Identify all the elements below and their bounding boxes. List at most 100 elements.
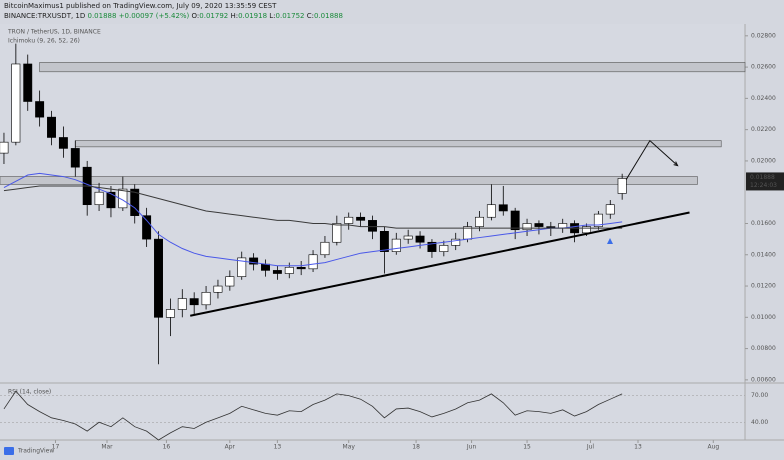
candle-body xyxy=(475,216,484,227)
candle-body xyxy=(94,191,104,206)
candle-body xyxy=(296,266,306,270)
y-tick-label: 0.00600 xyxy=(751,376,776,383)
candle-body xyxy=(213,285,223,293)
y-tick-label: 0.01400 xyxy=(751,251,776,258)
ohlc-label: C: xyxy=(307,12,314,20)
candle-body xyxy=(189,298,199,306)
moving-average xyxy=(3,185,623,229)
candle-body xyxy=(11,63,21,143)
candle-body xyxy=(593,213,603,227)
candle-body xyxy=(368,220,377,232)
rsi-title: RSI (14, close) xyxy=(8,389,51,396)
candle-body xyxy=(118,188,128,209)
arrow-head xyxy=(673,161,679,167)
candle-body xyxy=(486,204,496,218)
x-tick-label: 13 xyxy=(274,444,282,451)
x-tick-label: 16 xyxy=(163,444,171,451)
footer-brand: TradingView xyxy=(17,448,54,455)
candle-body xyxy=(249,257,259,265)
candle-body xyxy=(427,241,437,252)
candle-body xyxy=(403,235,413,240)
y-tick-label: 0.02000 xyxy=(751,157,776,164)
x-tick-label: Mar xyxy=(101,444,113,451)
candle-body xyxy=(23,63,33,102)
x-tick-label: Jul xyxy=(586,444,595,451)
candle-body xyxy=(308,254,318,270)
ohlc-value: 0.01918 xyxy=(238,12,267,20)
candle-body xyxy=(451,238,461,246)
candle-body xyxy=(0,141,9,154)
candle-body xyxy=(225,276,235,287)
candle-body xyxy=(261,263,270,271)
ohlc-label: O: xyxy=(192,12,200,20)
chart-title: TRON / TetherUS, 1D, BINANCE xyxy=(7,29,101,36)
candle-body xyxy=(272,270,282,274)
rsi-line xyxy=(3,390,623,441)
y-tick-label: 0.02200 xyxy=(751,126,776,133)
ohlc-value: 0.01752 xyxy=(276,12,305,20)
change: +0.00097 (+5.42%) xyxy=(119,12,190,20)
symbol: BINANCE:TRXUSDT, 1D xyxy=(4,12,85,20)
y-tick-label: 0.01600 xyxy=(751,220,776,227)
x-tick-label: May xyxy=(343,444,356,451)
candle-body xyxy=(142,215,152,240)
x-tick-label: Jun xyxy=(466,444,477,451)
y-tick-label: 0.02800 xyxy=(751,32,776,39)
indicator-label: Ichimoku (9, 26, 52, 26) xyxy=(8,38,80,45)
ohlc-value: 0.01792 xyxy=(199,12,228,20)
candle-body xyxy=(332,223,342,243)
candle-body xyxy=(510,210,520,231)
candle-body xyxy=(617,178,627,194)
candle-body xyxy=(356,216,366,221)
candle-body xyxy=(130,188,140,216)
candle-body xyxy=(165,309,175,318)
x-tick-label: 17 xyxy=(52,444,60,451)
ohlc-label: L: xyxy=(269,12,275,20)
trendline xyxy=(190,211,690,317)
candle-body xyxy=(35,101,45,118)
candle-body xyxy=(582,226,591,234)
x-tick-label: 13 xyxy=(634,444,642,451)
price-label: 0.01888 xyxy=(750,174,775,181)
resistance-zone xyxy=(74,140,722,148)
candle-body xyxy=(201,291,211,306)
candle-body xyxy=(534,223,544,227)
x-tick-label: 18 xyxy=(412,444,420,451)
x-tick-label: Aug xyxy=(707,444,719,451)
resistance-zone xyxy=(0,176,698,185)
resistance-zone xyxy=(39,62,746,73)
candle-body xyxy=(284,266,294,274)
y-tick-label: 0.01200 xyxy=(751,283,776,290)
candle-body xyxy=(391,238,401,252)
marker xyxy=(607,238,613,244)
y-tick-label: 0.02600 xyxy=(751,64,776,71)
ohlc-value: 0.01888 xyxy=(314,12,343,20)
projection-arrow xyxy=(625,139,678,180)
candle-body xyxy=(522,223,532,231)
countdown: 12:24:03 xyxy=(750,182,777,189)
candle-body xyxy=(177,298,187,310)
y-tick-label: 0.01000 xyxy=(751,314,776,321)
price-badge xyxy=(746,172,784,191)
ohlc-label: H: xyxy=(230,12,238,20)
candle-body xyxy=(605,204,615,215)
candle-body xyxy=(439,245,449,252)
y-tick-label: 0.00800 xyxy=(751,345,776,352)
candle-body xyxy=(154,238,163,318)
candle-body xyxy=(47,116,56,138)
y-tick-label: 70.00 xyxy=(751,392,768,399)
y-tick-label: 0.02400 xyxy=(751,95,776,102)
publisher: BitcoinMaximus1 published on TradingView… xyxy=(4,2,277,10)
symbol-line: BINANCE:TRXUSDT, 1D 0.01888 +0.00097 (+5… xyxy=(4,12,343,20)
candle-body xyxy=(58,137,68,149)
candle-body xyxy=(344,216,354,224)
y-tick-label: 40.00 xyxy=(751,419,768,426)
last-price: 0.01888 xyxy=(88,12,117,20)
candle-body xyxy=(237,257,247,277)
candle-body xyxy=(379,231,389,252)
candle-body xyxy=(106,191,116,209)
candle-body xyxy=(320,241,330,256)
logo xyxy=(4,447,14,455)
moving-average xyxy=(3,172,623,267)
